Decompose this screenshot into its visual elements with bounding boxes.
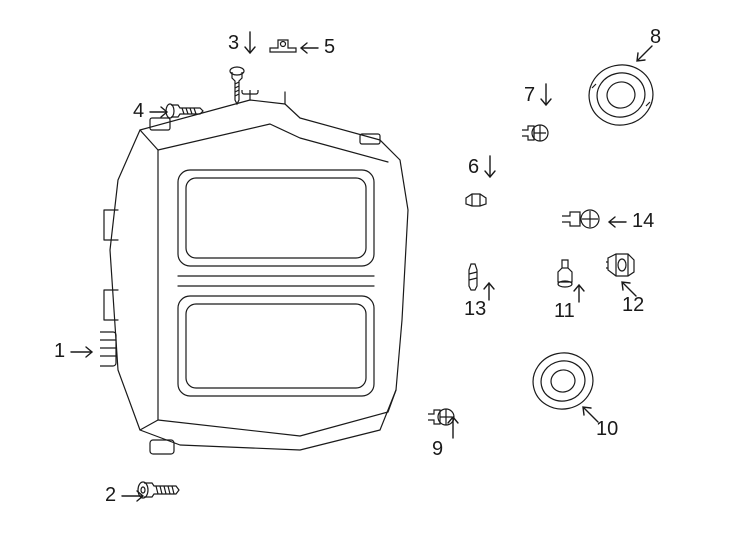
callout-label: 14 bbox=[632, 210, 654, 233]
callout-7: 7 bbox=[524, 82, 553, 108]
callout-label: 6 bbox=[468, 156, 479, 179]
callout-label: 3 bbox=[228, 32, 239, 55]
callout-label: 7 bbox=[524, 84, 535, 107]
part-bulb-7 bbox=[520, 120, 550, 146]
part-headlamp-housing bbox=[100, 90, 420, 460]
callout-label: 1 bbox=[54, 340, 65, 363]
callout-5: 5 bbox=[298, 36, 335, 59]
part-bulb-14 bbox=[560, 208, 602, 230]
arrow-right-icon bbox=[69, 345, 95, 359]
part-pin-13 bbox=[466, 262, 480, 292]
arrow-up-icon bbox=[446, 414, 460, 440]
part-socket-12 bbox=[604, 250, 636, 280]
arrow-down-icon bbox=[243, 30, 257, 56]
callout-3: 3 bbox=[228, 30, 257, 56]
arrow-right-icon bbox=[120, 489, 146, 503]
part-screw-3 bbox=[228, 66, 246, 106]
diagram-canvas: 1 2 3 4 5 bbox=[0, 0, 734, 540]
part-clip-6 bbox=[464, 192, 488, 208]
callout-13: 13 bbox=[464, 298, 486, 321]
callout-9: 9 bbox=[432, 438, 443, 461]
arrow-left-icon bbox=[606, 215, 628, 229]
callout-label: 2 bbox=[105, 484, 116, 507]
callout-12: 12 bbox=[622, 294, 644, 317]
callout-6: 6 bbox=[468, 154, 497, 180]
callout-4: 4 bbox=[133, 100, 170, 123]
arrow-up-left-icon bbox=[578, 402, 602, 426]
arrow-right-icon bbox=[148, 105, 170, 119]
callout-11: 11 bbox=[554, 300, 575, 323]
callout-label: 9 bbox=[432, 438, 443, 461]
callout-14: 14 bbox=[606, 210, 654, 233]
arrow-down-icon bbox=[539, 82, 553, 108]
arrow-down-icon bbox=[483, 154, 497, 180]
part-cap-8 bbox=[586, 60, 656, 130]
arrow-up-icon bbox=[482, 280, 496, 302]
part-bracket-5 bbox=[268, 36, 298, 56]
arrow-down-left-icon bbox=[632, 42, 656, 66]
callout-label: 5 bbox=[324, 36, 335, 59]
callout-8: 8 bbox=[650, 26, 661, 49]
callout-2: 2 bbox=[105, 484, 146, 507]
callout-1: 1 bbox=[54, 340, 95, 363]
callout-label: 4 bbox=[133, 100, 144, 123]
arrow-left-icon bbox=[298, 41, 320, 55]
arrow-up-left-icon bbox=[618, 278, 640, 300]
callout-10: 10 bbox=[596, 418, 618, 441]
arrow-up-icon bbox=[572, 282, 586, 304]
